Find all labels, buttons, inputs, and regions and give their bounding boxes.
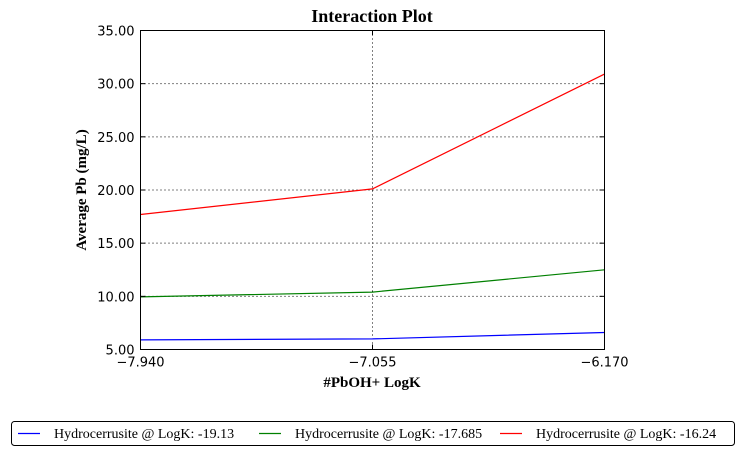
y-axis-ticks: 5.00 10.00 15.00 20.00 25.00 30.00 35.00: [97, 25, 605, 359]
x-tick-label: −7.940: [116, 356, 164, 371]
y-tick-label: 5.00: [106, 344, 135, 359]
legend-label-2: Hydrocerrusite @ LogK: -17.685: [295, 427, 482, 442]
y-tick-label: 10.00: [97, 290, 134, 305]
y-tick-label: 30.00: [97, 78, 134, 93]
chart-title: Interaction Plot: [311, 6, 432, 26]
x-tick-label: −6.170: [580, 356, 628, 371]
series-line-1: [140, 331, 605, 341]
y-tick-label: 15.00: [97, 237, 134, 252]
y-tick-label: 35.00: [97, 25, 134, 40]
series-line-3: [140, 73, 605, 216]
legend-label-3: Hydrocerrusite @ LogK: -16.24: [536, 427, 716, 442]
legend-box: [11, 421, 735, 446]
series-lines: [140, 73, 605, 341]
x-tick-label: −7.055: [348, 356, 396, 371]
y-axis-label: Average Pb (mg/L): [74, 129, 90, 250]
legend: Hydrocerrusite @ LogK: -19.13 Hydrocerrus…: [11, 421, 735, 446]
legend-label-1: Hydrocerrusite @ LogK: -19.13: [54, 427, 234, 442]
grid-lines: [140, 30, 605, 350]
y-tick-label: 20.00: [97, 184, 134, 199]
y-tick-label: 25.00: [97, 131, 134, 146]
x-axis-label: #PbOH+ LogK: [323, 375, 421, 391]
legend-entries: Hydrocerrusite @ LogK: -19.13 Hydrocerrus…: [18, 427, 716, 442]
x-axis-ticks: −7.940 −7.055 −6.170: [116, 30, 629, 371]
series-line-2: [140, 269, 605, 298]
